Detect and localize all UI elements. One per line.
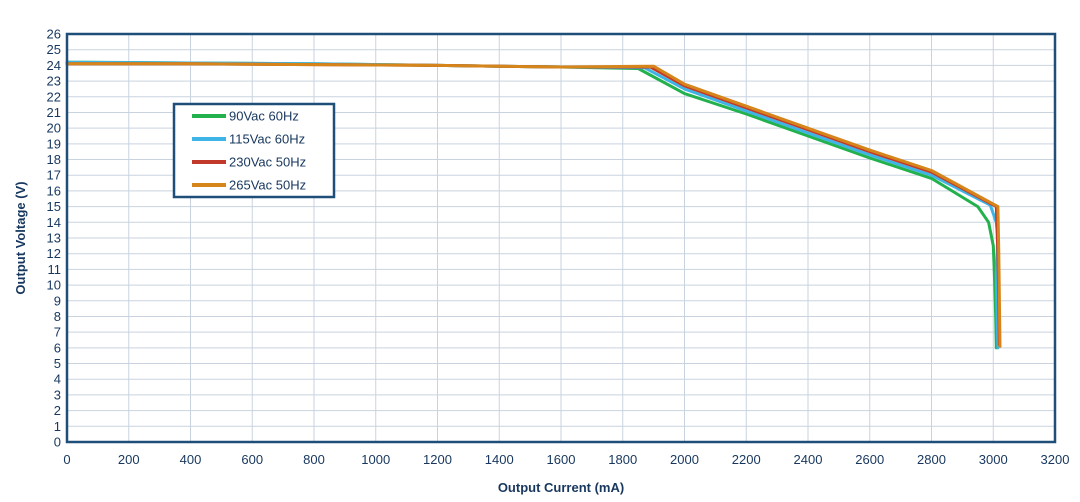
y-tick-label: 9: [54, 293, 61, 308]
x-tick-label: 2800: [917, 452, 946, 467]
y-axis-title: Output Voltage (V): [13, 181, 28, 294]
y-tick-label: 16: [47, 183, 61, 198]
x-tick-label: 2400: [794, 452, 823, 467]
y-tick-label: 19: [47, 136, 61, 151]
x-tick-label: 2600: [855, 452, 884, 467]
y-tick-label: 6: [54, 340, 61, 355]
x-tick-label: 1400: [485, 452, 514, 467]
x-tick-label: 2200: [732, 452, 761, 467]
x-tick-label: 2000: [670, 452, 699, 467]
y-tick-label: 23: [47, 74, 61, 89]
x-tick-label: 1200: [423, 452, 452, 467]
y-tick-label: 8: [54, 309, 61, 324]
y-tick-label: 25: [47, 42, 61, 57]
x-tick-label: 3200: [1041, 452, 1070, 467]
x-axis-ticks: 0 200 400 600 800 1000 1200 1400 1600 1800 2000 220…: [63, 452, 1069, 467]
x-tick-label: 1600: [547, 452, 576, 467]
plot-area-border: [65, 32, 1057, 444]
y-tick-label: 5: [54, 356, 61, 371]
y-tick-label: 22: [47, 89, 61, 104]
y-tick-label: 24: [47, 58, 61, 73]
y-tick-label: 0: [54, 435, 61, 450]
legend-label: 230Vac 50Hz: [229, 155, 306, 170]
x-tick-label: 3000: [979, 452, 1008, 467]
series-lines: [65, 60, 1002, 350]
legend-label: 265Vac 50Hz: [229, 178, 306, 193]
series-line-4: [65, 62, 1002, 348]
x-tick-label: 0: [63, 452, 70, 467]
y-tick-label: 18: [47, 152, 61, 167]
y-tick-label: 20: [47, 121, 61, 136]
legend-label: 115Vac 60Hz: [229, 132, 305, 147]
y-tick-label: 15: [47, 199, 61, 214]
x-tick-label: 200: [118, 452, 140, 467]
x-tick-label: 600: [241, 452, 263, 467]
legend: 90Vac 60Hz 115Vac 60Hz 230Vac 50Hz 265Vac 5…: [172, 102, 336, 199]
grid-lines: [66, 33, 1056, 443]
y-tick-label: 10: [47, 278, 61, 293]
legend-label: 90Vac 60Hz: [229, 109, 299, 124]
y-tick-label: 26: [47, 27, 61, 42]
x-tick-label: 1800: [608, 452, 637, 467]
y-axis-ticks: 0123456789101112131415161718192021222324…: [47, 27, 61, 450]
y-tick-label: 13: [47, 231, 61, 246]
x-tick-label: 800: [303, 452, 325, 467]
y-tick-label: 7: [54, 325, 61, 340]
y-tick-label: 12: [47, 246, 61, 261]
y-tick-label: 2: [54, 403, 61, 418]
legend-box: [172, 102, 336, 199]
x-tick-label: 1000: [361, 452, 390, 467]
y-tick-label: 17: [47, 168, 61, 183]
y-tick-label: 21: [47, 105, 61, 120]
y-tick-label: 1: [54, 419, 61, 434]
x-tick-label: 400: [180, 452, 202, 467]
x-axis-title: Output Current (mA): [498, 480, 624, 495]
y-tick-label: 14: [47, 215, 61, 230]
y-tick-label: 4: [54, 372, 61, 387]
y-tick-label: 3: [54, 387, 61, 402]
y-tick-label: 11: [48, 262, 62, 277]
